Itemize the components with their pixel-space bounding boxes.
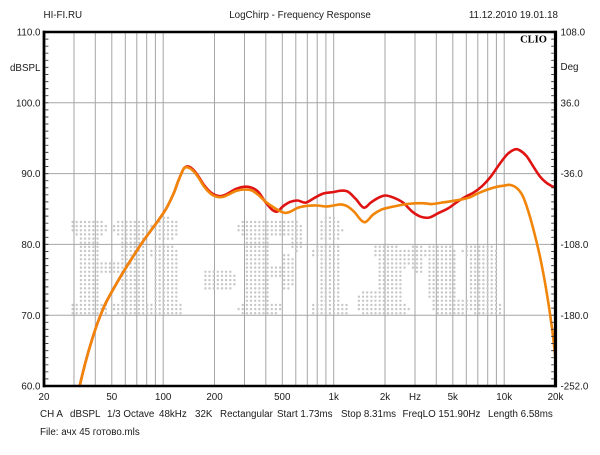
svg-text:LogChirp - Frequency Response: LogChirp - Frequency Response bbox=[229, 10, 371, 21]
svg-text:HI-FI.RU: HI-FI.RU bbox=[44, 10, 83, 21]
svg-text:-252.0: -252.0 bbox=[561, 382, 589, 393]
svg-text:Deg: Deg bbox=[561, 62, 579, 73]
svg-text:100: 100 bbox=[155, 392, 172, 403]
svg-text:100.0: 100.0 bbox=[16, 98, 41, 109]
svg-text:Stop 8.31ms: Stop 8.31ms bbox=[341, 409, 396, 420]
svg-text:Hz: Hz bbox=[409, 392, 421, 403]
svg-text:20: 20 bbox=[39, 392, 50, 403]
svg-text:70.0: 70.0 bbox=[21, 311, 41, 322]
svg-text:50: 50 bbox=[106, 392, 117, 403]
svg-text:-36.0: -36.0 bbox=[561, 169, 584, 180]
svg-text:-180.0: -180.0 bbox=[561, 311, 589, 322]
svg-text:File: ачх 45 готово.mls: File: ачх 45 готово.mls bbox=[40, 427, 140, 438]
svg-text:90.0: 90.0 bbox=[21, 169, 41, 180]
svg-text:2k: 2k bbox=[380, 392, 390, 403]
svg-text:48kHz: 48kHz bbox=[159, 409, 187, 420]
svg-text:CH A: CH A bbox=[40, 409, 63, 420]
svg-text:1/3 Octave: 1/3 Octave bbox=[107, 409, 155, 420]
svg-text:Length 6.58ms: Length 6.58ms bbox=[488, 409, 553, 420]
svg-text:60.0: 60.0 bbox=[21, 382, 41, 393]
svg-text:500: 500 bbox=[274, 392, 291, 403]
svg-text:Rectangular: Rectangular bbox=[220, 409, 274, 420]
svg-text:dBSPL: dBSPL bbox=[70, 409, 101, 420]
svg-text:36.0: 36.0 bbox=[561, 98, 581, 109]
svg-text:5k: 5k bbox=[448, 392, 458, 403]
svg-text:Start 1.73ms: Start 1.73ms bbox=[277, 409, 333, 420]
svg-text:80.0: 80.0 bbox=[21, 240, 41, 251]
svg-text:20k: 20k bbox=[548, 392, 564, 403]
svg-text:1k: 1k bbox=[329, 392, 339, 403]
svg-text:200: 200 bbox=[206, 392, 223, 403]
svg-text:-108.0: -108.0 bbox=[561, 240, 589, 251]
svg-text:11.12.2010 19.01.18: 11.12.2010 19.01.18 bbox=[469, 10, 559, 21]
svg-text:110.0: 110.0 bbox=[17, 28, 41, 39]
svg-text:CLIO: CLIO bbox=[520, 35, 547, 46]
svg-text:dBSPL: dBSPL bbox=[10, 63, 41, 74]
svg-text:108.0: 108.0 bbox=[561, 28, 586, 39]
svg-text:10k: 10k bbox=[496, 392, 512, 403]
svg-text:FreqLO 151.90Hz: FreqLO 151.90Hz bbox=[403, 409, 481, 420]
svg-text:32K: 32K bbox=[195, 409, 213, 420]
